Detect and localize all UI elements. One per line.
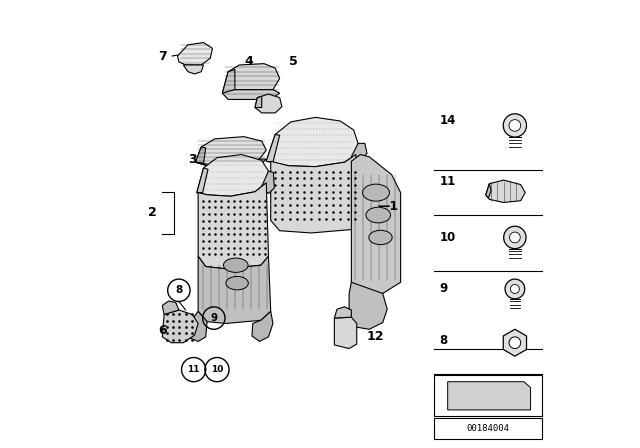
- Text: 11: 11: [440, 175, 456, 188]
- Polygon shape: [334, 307, 351, 318]
- Polygon shape: [255, 96, 262, 108]
- Text: 11: 11: [188, 365, 200, 374]
- Text: 7: 7: [158, 49, 166, 63]
- Ellipse shape: [226, 276, 248, 290]
- Circle shape: [509, 232, 520, 243]
- Text: 6: 6: [158, 324, 166, 337]
- Text: 14: 14: [440, 114, 456, 128]
- Polygon shape: [486, 184, 491, 198]
- Polygon shape: [195, 147, 205, 164]
- Ellipse shape: [362, 184, 390, 201]
- Text: 00184004: 00184004: [467, 424, 509, 433]
- Text: 2: 2: [148, 206, 156, 220]
- Text: 9: 9: [440, 282, 448, 296]
- Polygon shape: [196, 168, 208, 193]
- Polygon shape: [252, 311, 273, 341]
- Polygon shape: [195, 159, 266, 170]
- Text: 10: 10: [440, 231, 456, 244]
- Text: 8: 8: [440, 334, 448, 347]
- Circle shape: [509, 120, 521, 131]
- Polygon shape: [183, 65, 204, 74]
- Polygon shape: [198, 183, 269, 269]
- Polygon shape: [349, 282, 387, 329]
- Text: 9: 9: [211, 313, 218, 323]
- Ellipse shape: [223, 258, 248, 272]
- FancyBboxPatch shape: [435, 418, 541, 439]
- Polygon shape: [198, 256, 271, 323]
- Polygon shape: [177, 43, 212, 65]
- Polygon shape: [163, 310, 198, 343]
- Ellipse shape: [366, 207, 390, 223]
- Text: 8: 8: [175, 285, 182, 295]
- Polygon shape: [255, 94, 282, 113]
- Polygon shape: [486, 180, 525, 202]
- Polygon shape: [448, 382, 531, 410]
- Text: 4: 4: [244, 55, 253, 68]
- Polygon shape: [266, 117, 358, 167]
- FancyBboxPatch shape: [435, 375, 541, 416]
- Polygon shape: [351, 143, 367, 161]
- Ellipse shape: [369, 230, 392, 245]
- Circle shape: [509, 337, 521, 349]
- Circle shape: [504, 226, 526, 249]
- Polygon shape: [189, 311, 207, 341]
- Polygon shape: [266, 134, 280, 162]
- Text: 12: 12: [367, 330, 385, 344]
- Polygon shape: [334, 317, 356, 349]
- Polygon shape: [222, 90, 280, 99]
- Circle shape: [505, 279, 525, 299]
- Circle shape: [503, 114, 527, 137]
- Circle shape: [511, 284, 520, 293]
- Polygon shape: [196, 155, 269, 196]
- Polygon shape: [351, 155, 401, 293]
- Polygon shape: [261, 171, 275, 194]
- Polygon shape: [163, 301, 179, 314]
- Polygon shape: [222, 69, 235, 93]
- Text: 3: 3: [188, 153, 196, 167]
- Polygon shape: [195, 137, 266, 167]
- Polygon shape: [503, 329, 527, 356]
- Text: —1: —1: [378, 199, 399, 213]
- Polygon shape: [222, 64, 280, 97]
- Text: 10: 10: [211, 365, 223, 374]
- Text: 5: 5: [289, 55, 298, 69]
- Polygon shape: [271, 155, 360, 233]
